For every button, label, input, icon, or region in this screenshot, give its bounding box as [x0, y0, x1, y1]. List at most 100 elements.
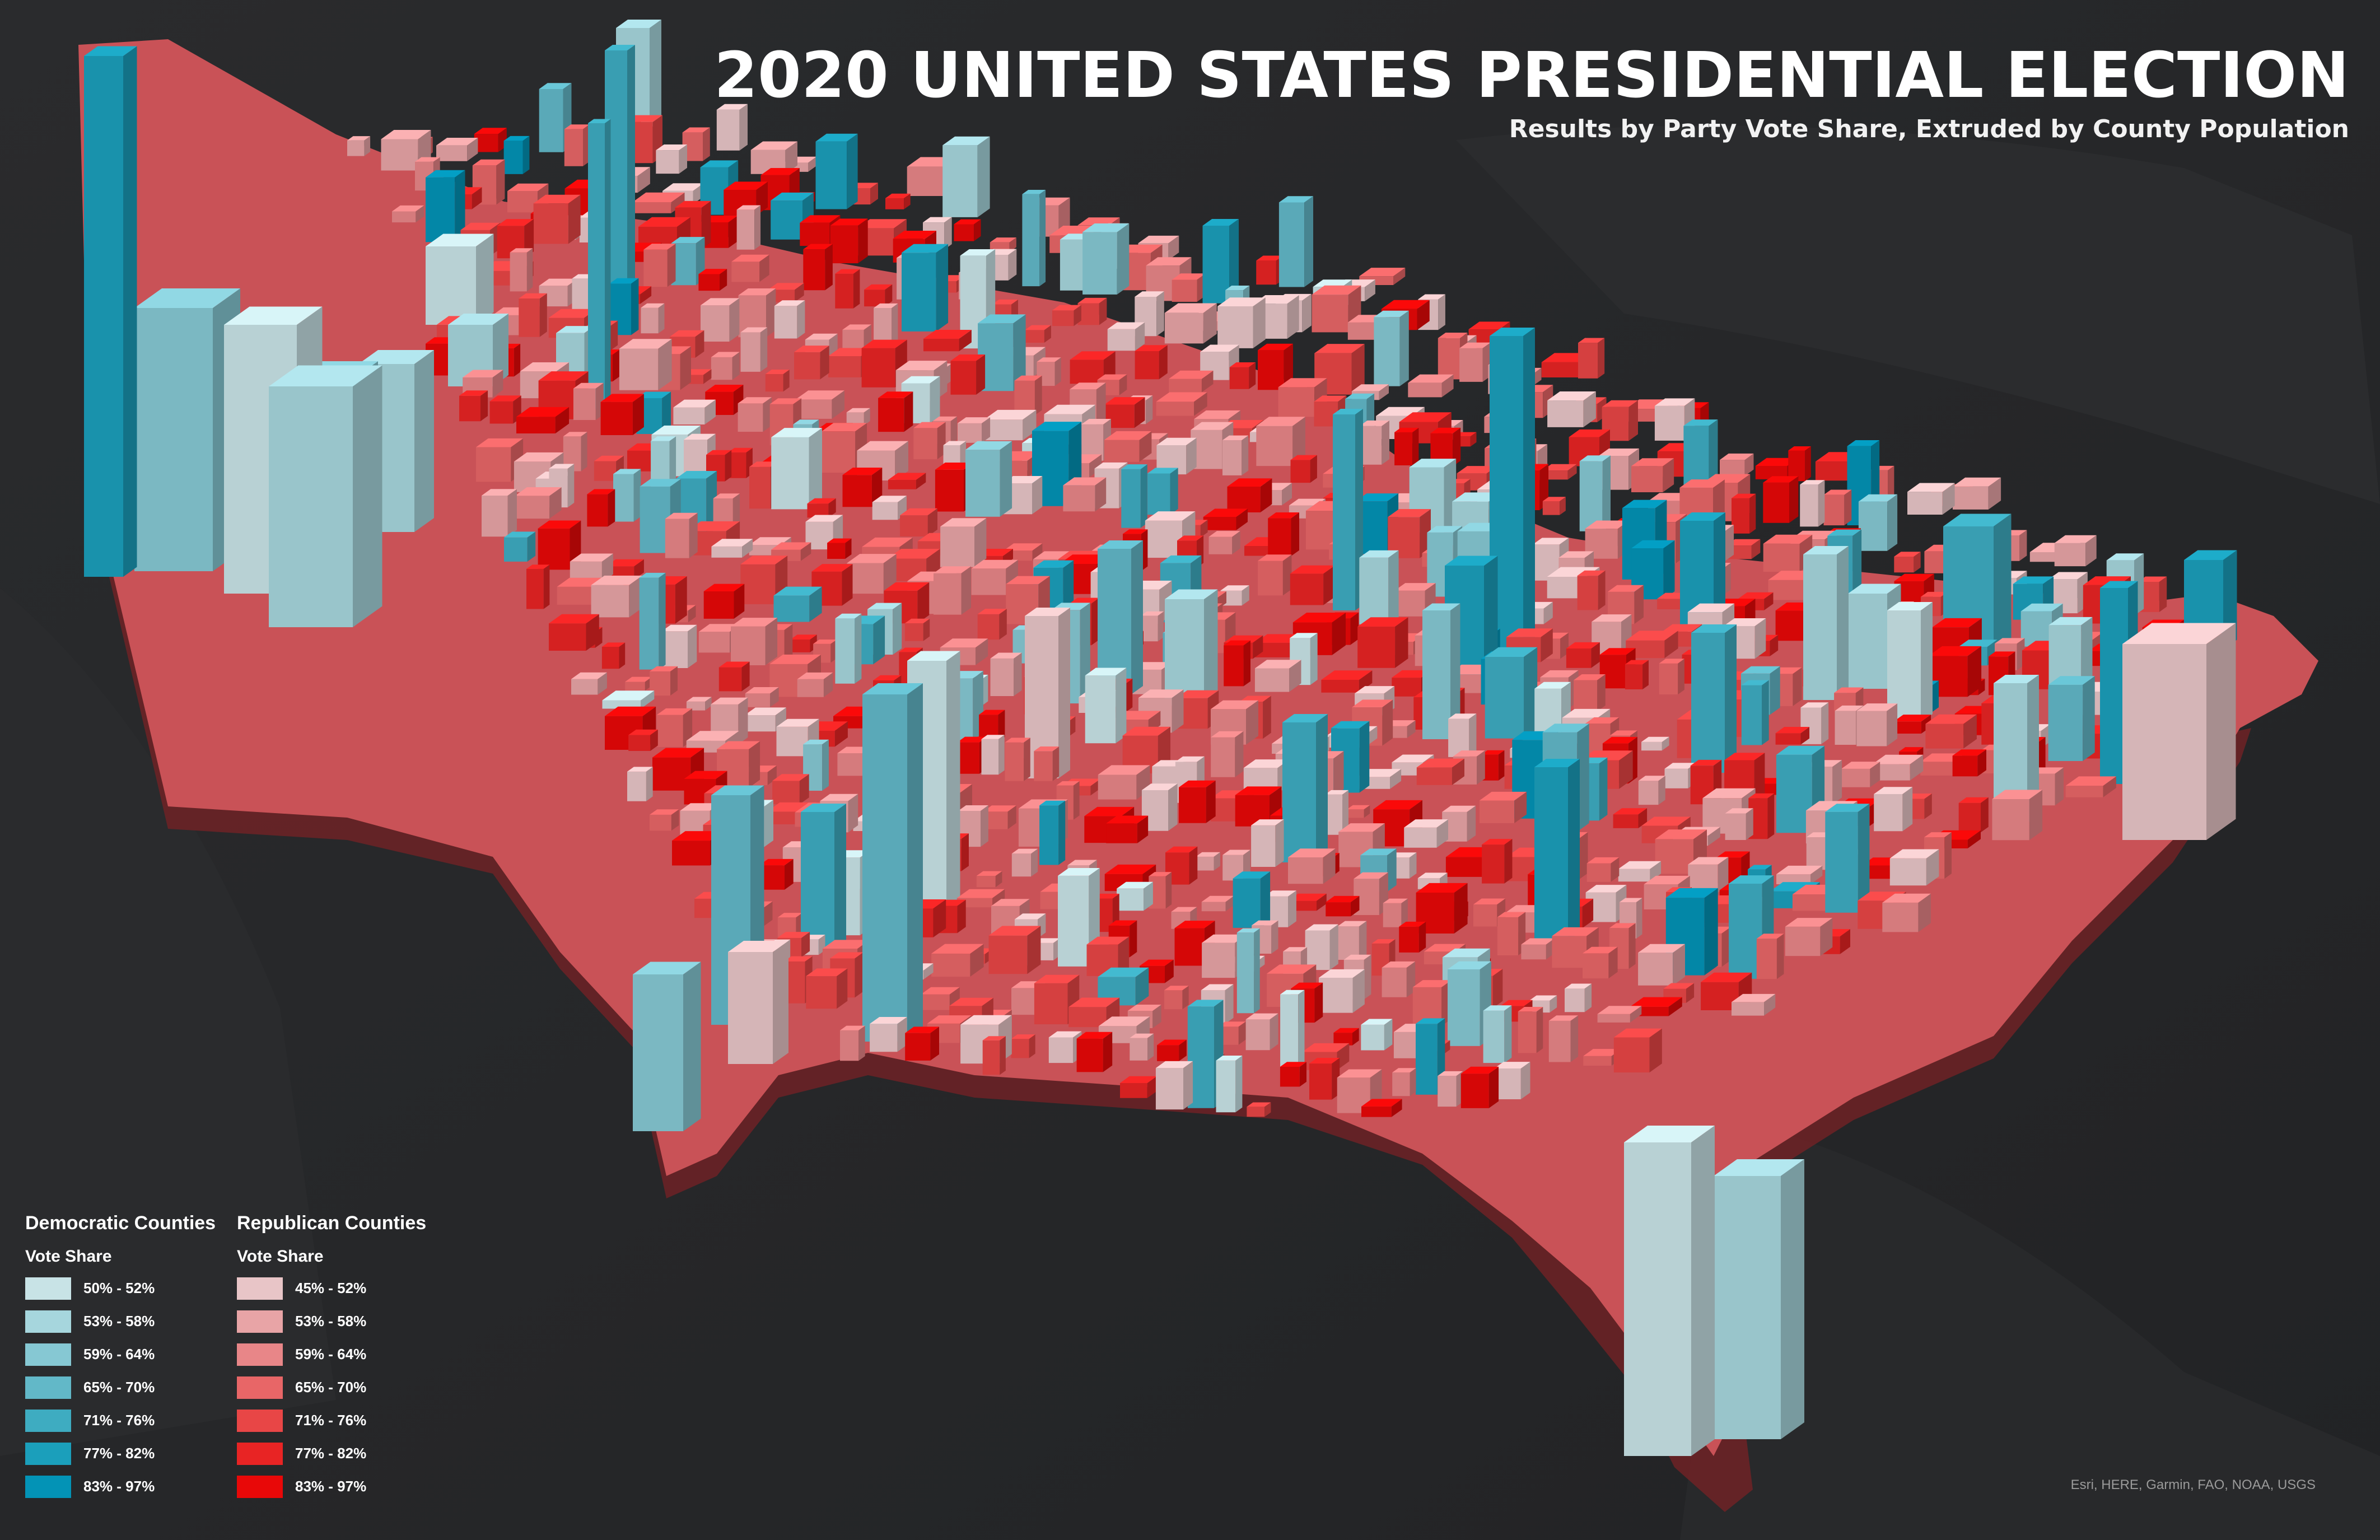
- bar-side: [1391, 1099, 1402, 1117]
- bar-side: [895, 441, 908, 480]
- bar-front: [1005, 742, 1024, 781]
- county-bar: [682, 127, 710, 161]
- bar-front: [1664, 768, 1688, 788]
- bar-top: [744, 707, 786, 716]
- bar-side: [1350, 612, 1359, 645]
- bar-top: [803, 244, 833, 250]
- bar-front: [971, 568, 1006, 595]
- bar-front: [1319, 978, 1353, 1013]
- bar-top: [773, 586, 822, 596]
- bar-top: [1034, 974, 1080, 983]
- bar-side: [1232, 531, 1240, 554]
- bar-side: [703, 127, 710, 161]
- bar-side: [725, 450, 732, 482]
- bar-front: [913, 428, 937, 460]
- bar-front: [1399, 926, 1419, 953]
- bar-front: [1147, 473, 1170, 515]
- bar-front: [1701, 982, 1739, 1010]
- bar-side: [828, 498, 836, 518]
- bar-front: [1473, 904, 1497, 927]
- bar-side: [670, 666, 678, 696]
- county-bar: [1218, 1021, 1246, 1045]
- county-bar: [1164, 986, 1189, 1010]
- bar-side: [1282, 554, 1292, 596]
- bar-front: [613, 474, 634, 522]
- bar-front: [1788, 450, 1805, 482]
- county-bar: [628, 729, 658, 751]
- bar-top: [874, 303, 898, 308]
- bar-top: [1006, 576, 1050, 585]
- bar-top: [1702, 788, 1756, 799]
- bar-front: [533, 203, 568, 244]
- county-bar: [526, 564, 550, 609]
- bar-front: [988, 935, 1028, 974]
- legend-item: 77% - 82%: [25, 1437, 238, 1470]
- bar-top: [1220, 585, 1249, 591]
- bar-front: [1785, 926, 1821, 956]
- county-bar: [1312, 285, 1361, 333]
- bar-top: [1360, 848, 1397, 856]
- bar-top: [1034, 746, 1060, 752]
- county-bar: [1408, 374, 1454, 398]
- bar-top: [1025, 325, 1051, 330]
- bar-front: [990, 658, 1014, 696]
- bar-side: [961, 833, 969, 871]
- bar-top: [1141, 783, 1178, 790]
- bar-top: [772, 774, 809, 781]
- county-bar: [803, 244, 833, 291]
- bar-side: [1725, 624, 1737, 773]
- bar-side: [671, 809, 679, 831]
- county-bar: [533, 194, 581, 244]
- county-bar: [1256, 417, 1305, 466]
- bar-top: [857, 219, 907, 228]
- bar-side: [1289, 660, 1301, 692]
- bar-top: [1312, 285, 1361, 295]
- bar-front: [1547, 400, 1584, 427]
- bar-top: [684, 771, 727, 779]
- bar-top: [1156, 437, 1197, 445]
- bar-top: [1122, 726, 1170, 736]
- bar-front: [900, 515, 928, 536]
- county-bar: [1785, 918, 1833, 956]
- bar-top: [1548, 1015, 1579, 1021]
- bar-top: [776, 718, 819, 727]
- bar-top: [784, 956, 813, 962]
- bar-front: [1076, 1038, 1103, 1072]
- bar-side: [923, 618, 930, 641]
- bar-front: [1202, 226, 1230, 304]
- bar-front: [862, 694, 907, 1042]
- bar-top: [549, 464, 575, 469]
- bar-front: [1578, 343, 1598, 379]
- bar-top: [671, 237, 705, 244]
- bar-top: [1848, 584, 1901, 594]
- bar-side: [1407, 720, 1416, 738]
- county-bar: [549, 614, 599, 651]
- county-bar: [870, 1017, 907, 1052]
- county-bar: [2065, 776, 2116, 797]
- bar-top: [564, 124, 590, 129]
- bar-side: [1764, 592, 1774, 610]
- bar-top: [1361, 1099, 1402, 1107]
- bar-top: [1164, 303, 1217, 313]
- county-bar: [601, 642, 626, 669]
- bar-side: [1186, 437, 1197, 475]
- bar-front: [1256, 426, 1293, 466]
- bar-side: [1044, 325, 1051, 343]
- bar-side: [1379, 384, 1389, 400]
- county-bar: [1565, 983, 1592, 1012]
- bar-front: [835, 273, 853, 309]
- bar-front: [476, 447, 511, 482]
- county-bar: [504, 531, 536, 562]
- bar-side: [1137, 815, 1149, 843]
- bar-top: [887, 549, 940, 559]
- bar-top: [672, 831, 724, 841]
- bar-side: [1183, 1061, 1193, 1110]
- bar-top: [1626, 631, 1678, 641]
- bar-top: [728, 447, 753, 452]
- bar-front: [872, 502, 898, 520]
- bar-front: [482, 496, 508, 537]
- bar-front: [2065, 786, 2103, 797]
- bar-top: [745, 687, 779, 694]
- bar-top: [1542, 497, 1566, 501]
- county-bar: [740, 327, 768, 372]
